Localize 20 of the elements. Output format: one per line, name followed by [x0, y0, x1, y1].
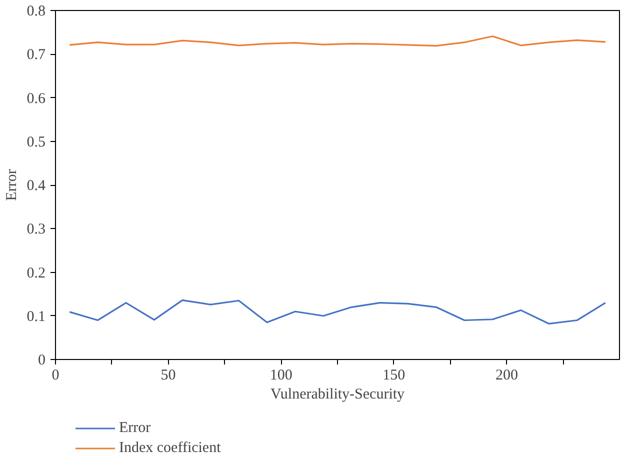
x-tick-label: 50 — [160, 368, 176, 384]
x-tick-label: 150 — [382, 368, 406, 384]
y-tick-label: 0.2 — [26, 265, 46, 282]
legend-label: Index coefficient — [119, 439, 221, 457]
x-axis-title: Vulnerability-Security — [270, 386, 406, 402]
x-tick-label: 0 — [52, 368, 60, 384]
x-tick-label: 100 — [270, 368, 292, 384]
y-tick-label: 0.6 — [26, 90, 46, 107]
line-series — [68, 35, 606, 47]
y-axis-title: Error — [4, 169, 20, 201]
y-tick-label: 0.4 — [26, 178, 46, 194]
y-tick-label: 0 — [38, 352, 46, 368]
legend-label: Error — [119, 419, 151, 437]
x-tick-label: 200 — [495, 368, 518, 384]
y-tick-label: 0.1 — [26, 308, 46, 325]
y-tick-label: 0.7 — [26, 47, 46, 64]
line-series — [68, 299, 606, 325]
y-tick-label: 0.5 — [26, 134, 46, 150]
y-tick-label: 0.8 — [26, 4, 46, 20]
y-tick-label: 0.3 — [26, 222, 46, 238]
